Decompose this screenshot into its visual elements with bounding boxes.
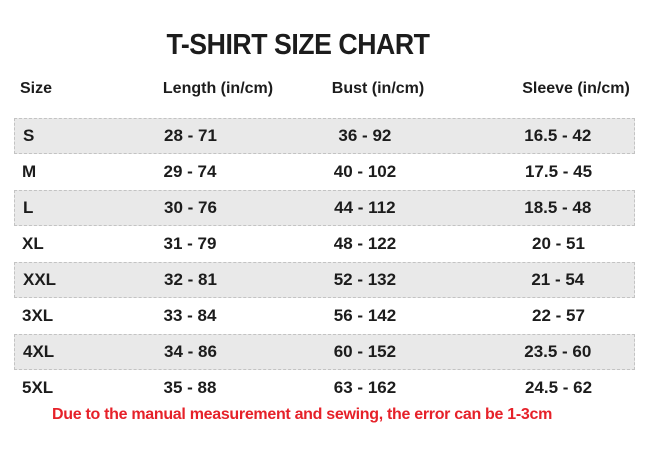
- length-cell: 33 - 84: [163, 306, 217, 325]
- sleeve-cell: 22 - 57: [532, 306, 585, 325]
- table-row: L 30 - 76 44 - 112 18.5 - 48: [14, 190, 635, 226]
- sleeve-cell: 21 - 54: [531, 270, 585, 289]
- bust-cell: 56 - 142: [333, 306, 397, 325]
- length-cell: 32 - 81: [163, 270, 217, 289]
- table-header-row: Size Length (in/cm) Bust (in/cm) Sleeve …: [0, 80, 656, 100]
- sleeve-cell: 20 - 51: [532, 234, 585, 253]
- bust-cell: 60 - 152: [333, 342, 397, 361]
- table-row: 3XL 33 - 84 56 - 142 22 - 57: [14, 298, 635, 334]
- size-cell: L: [23, 198, 34, 217]
- size-cell: 3XL: [22, 306, 54, 325]
- page-title: T-SHIRT SIZE CHART: [166, 29, 430, 61]
- length-cell: 30 - 76: [163, 198, 217, 217]
- size-chart-table: S 28 - 71 36 - 92 16.5 - 42 M 29 - 74 40…: [14, 118, 635, 406]
- size-cell: S: [23, 126, 35, 145]
- size-cell: XXL: [23, 270, 57, 289]
- size-cell: M: [22, 162, 37, 181]
- table-row: M 29 - 74 40 - 102 17.5 - 45: [14, 154, 635, 190]
- bust-cell: 48 - 122: [333, 234, 397, 253]
- size-cell: 4XL: [23, 342, 55, 361]
- length-cell: 29 - 74: [163, 162, 217, 181]
- column-header-sleeve: Sleeve (in/cm): [522, 80, 630, 97]
- table-row: 5XL 35 - 88 63 - 162 24.5 - 62: [14, 370, 635, 406]
- table-row: XXL 32 - 81 52 - 132 21 - 54: [14, 262, 635, 298]
- measurement-note: Due to the manual measurement and sewing…: [51, 406, 553, 423]
- sleeve-cell: 24.5 - 62: [524, 378, 593, 397]
- table-row: 4XL 34 - 86 60 - 152 23.5 - 60: [14, 334, 635, 370]
- table-row: S 28 - 71 36 - 92 16.5 - 42: [14, 118, 635, 154]
- table-row: XL 31 - 79 48 - 122 20 - 51: [14, 226, 635, 262]
- bust-cell: 63 - 162: [333, 378, 397, 397]
- sleeve-cell: 16.5 - 42: [524, 126, 592, 145]
- bust-cell: 52 - 132: [333, 270, 397, 289]
- sleeve-cell: 23.5 - 60: [524, 342, 592, 361]
- bust-cell: 36 - 92: [338, 126, 392, 145]
- column-header-size: Size: [20, 80, 53, 97]
- size-cell: XL: [22, 234, 44, 253]
- bust-cell: 40 - 102: [333, 162, 397, 181]
- length-cell: 35 - 88: [163, 378, 217, 397]
- sleeve-cell: 18.5 - 48: [524, 198, 592, 217]
- length-cell: 34 - 86: [163, 342, 217, 361]
- length-cell: 31 - 79: [163, 234, 217, 253]
- bust-cell: 44 - 112: [334, 198, 396, 217]
- column-header-length: Length (in/cm): [162, 80, 274, 97]
- size-cell: 5XL: [22, 378, 54, 397]
- column-header-bust: Bust (in/cm): [331, 80, 425, 97]
- length-cell: 28 - 71: [163, 126, 217, 145]
- sleeve-cell: 17.5 - 45: [524, 162, 593, 181]
